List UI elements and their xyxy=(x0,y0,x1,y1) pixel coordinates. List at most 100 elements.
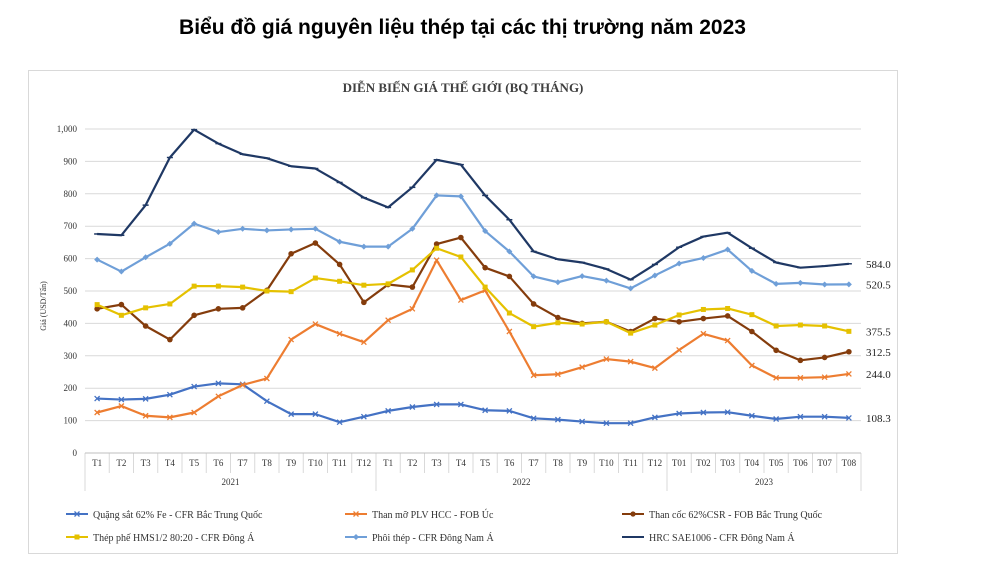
x-tick-label: T07 xyxy=(817,458,832,468)
data-point xyxy=(336,261,343,268)
data-point xyxy=(554,416,561,423)
data-point xyxy=(94,256,101,263)
data-point xyxy=(215,283,221,289)
end-value-label: 108.3 xyxy=(866,413,891,425)
data-point xyxy=(118,301,125,308)
data-point xyxy=(482,264,488,271)
data-point xyxy=(482,228,489,235)
data-point xyxy=(603,420,610,427)
data-point xyxy=(360,339,367,346)
data-point xyxy=(676,410,683,417)
data-point xyxy=(773,416,780,422)
legend-label: Quặng sắt 62% Fe - CFR Bắc Trung Quốc xyxy=(93,510,263,521)
data-point xyxy=(627,358,634,365)
data-point xyxy=(652,315,658,322)
data-point xyxy=(579,418,586,425)
y-axis-label: Giá (USD/Tấn) xyxy=(39,281,48,331)
x-tick-label: T9 xyxy=(577,458,587,468)
data-point xyxy=(337,278,343,284)
x-tick-label: T12 xyxy=(648,458,663,468)
x-tick-label: T7 xyxy=(529,458,539,468)
x-tick-label: T02 xyxy=(696,458,711,468)
data-point xyxy=(457,297,464,304)
chart-title: DIỄN BIẾN GIÁ THẾ GIỚI (BQ THÁNG) xyxy=(343,80,584,95)
x-tick-label: T8 xyxy=(553,458,563,468)
data-point xyxy=(603,319,609,325)
data-point xyxy=(821,413,828,420)
data-point xyxy=(215,393,222,400)
data-point xyxy=(845,281,852,288)
legend-label: Than mỡ PLV HCC - FOB Úc xyxy=(372,509,494,521)
y-tick-label: 1,000 xyxy=(57,124,78,134)
y-tick-label: 300 xyxy=(64,351,78,361)
data-point xyxy=(700,409,707,416)
data-point xyxy=(288,411,295,418)
data-point xyxy=(555,320,561,326)
y-tick-label: 700 xyxy=(64,221,78,231)
data-point xyxy=(700,315,707,322)
data-point xyxy=(94,395,101,402)
data-point xyxy=(191,312,197,319)
x-tick-label: T04 xyxy=(745,458,760,468)
x-tick-label: T8 xyxy=(262,458,272,468)
end-value-label: 312.5 xyxy=(866,347,891,359)
data-point xyxy=(409,404,416,410)
data-point xyxy=(482,407,489,414)
data-point xyxy=(627,285,634,292)
data-point xyxy=(724,313,731,319)
data-point xyxy=(506,407,513,414)
series-line xyxy=(96,247,850,335)
data-point xyxy=(725,305,731,311)
series-line xyxy=(96,259,850,419)
x-tick-label: T1 xyxy=(383,458,393,468)
x-tick-label: T4 xyxy=(165,458,175,468)
data-point xyxy=(797,374,804,381)
data-point xyxy=(676,312,682,318)
end-value-label: 520.5 xyxy=(866,279,891,291)
data-point xyxy=(118,312,124,318)
data-point xyxy=(191,383,198,390)
legend-label: HRC SAE1006 - CFR Đông Nam Á xyxy=(649,532,795,544)
data-point xyxy=(530,273,537,280)
x-tick-label: T10 xyxy=(599,458,614,468)
data-point xyxy=(773,347,779,354)
data-point xyxy=(458,234,464,241)
data-point xyxy=(385,281,391,287)
data-point xyxy=(603,277,610,284)
data-point xyxy=(506,328,513,335)
data-point xyxy=(676,318,682,325)
data-point xyxy=(143,305,149,311)
x-tick-label: T1 xyxy=(92,458,102,468)
data-point xyxy=(506,273,513,280)
year-label: 2023 xyxy=(755,477,774,487)
x-tick-label: T2 xyxy=(116,458,126,468)
series-line xyxy=(96,194,849,290)
data-point xyxy=(651,272,658,279)
data-point xyxy=(651,414,658,421)
data-point xyxy=(482,284,488,290)
data-point xyxy=(336,330,343,337)
data-point xyxy=(724,246,731,253)
data-point xyxy=(263,227,270,234)
x-tick-label: T03 xyxy=(720,458,735,468)
data-point xyxy=(191,283,197,289)
data-point xyxy=(748,412,755,419)
data-point xyxy=(651,365,658,372)
data-point xyxy=(288,226,295,233)
data-point xyxy=(506,310,512,316)
data-point xyxy=(531,324,537,330)
data-point xyxy=(797,322,803,328)
y-tick-label: 800 xyxy=(64,189,78,199)
data-point xyxy=(433,401,440,408)
x-tick-label: T6 xyxy=(213,458,223,468)
x-tick-label: T06 xyxy=(793,458,808,468)
data-point xyxy=(312,225,319,232)
data-point xyxy=(797,357,804,364)
data-point xyxy=(94,302,100,308)
data-point xyxy=(360,413,367,420)
data-point xyxy=(627,420,634,427)
legend-marker xyxy=(353,534,359,540)
data-point xyxy=(554,371,561,378)
data-point xyxy=(288,336,295,343)
data-point xyxy=(215,306,222,312)
